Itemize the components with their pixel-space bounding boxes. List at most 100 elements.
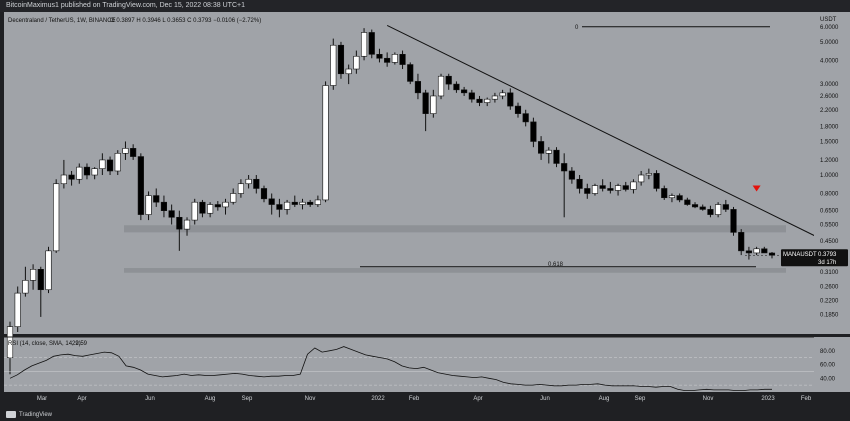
candle-body: [715, 204, 722, 215]
candle-body: [545, 149, 552, 154]
candle: [22, 266, 29, 297]
candle-body: [245, 178, 252, 185]
candle-body: [607, 188, 614, 191]
price-tick-label: 4.0000: [820, 58, 839, 64]
candle-body: [291, 201, 298, 205]
candle-body: [45, 250, 52, 291]
candle: [553, 147, 560, 168]
candle-body: [614, 185, 622, 191]
price-tick-label: 0.3100: [820, 270, 839, 276]
price-tick-label: 0.4500: [820, 239, 839, 245]
price-tick-label: 1.8000: [820, 124, 839, 130]
candle: [753, 246, 760, 256]
rsi-panel[interactable]: [4, 337, 814, 392]
candle-body: [99, 159, 106, 169]
candle: [445, 73, 452, 90]
candle-body: [645, 173, 652, 176]
candle: [291, 195, 298, 207]
rsi-tick-label: 40.00: [820, 376, 836, 382]
rsi-last-value: 29.59: [72, 341, 88, 347]
last-price-value: 0.3793: [818, 252, 837, 258]
candle: [168, 204, 175, 225]
candle: [645, 168, 652, 180]
candle-body: [122, 148, 129, 154]
candle-body: [768, 252, 776, 256]
candle: [538, 136, 545, 160]
candle-body: [584, 188, 591, 194]
candle: [514, 102, 522, 118]
price-tick-label: 0.2600: [820, 284, 839, 290]
price-tick-label: 0.1850: [820, 313, 839, 319]
candle: [268, 193, 275, 215]
candle: [106, 156, 114, 176]
candle-body: [160, 201, 168, 211]
candle-body: [60, 174, 67, 185]
candle: [638, 170, 645, 186]
candle: [83, 163, 91, 180]
candle-body: [276, 204, 283, 210]
candle-body: [653, 173, 660, 189]
ohlc-readout: O 0.3897 H 0.3946 L 0.3653 C 0.3793 −0.0…: [110, 18, 261, 24]
price-panel[interactable]: [4, 12, 814, 334]
candle: [245, 175, 252, 189]
candle-body: [37, 269, 44, 291]
support-bands: [124, 225, 786, 273]
candle-body: [368, 32, 375, 55]
candle: [768, 251, 776, 259]
candle-body: [476, 98, 483, 103]
candle: [376, 48, 383, 63]
candle: [668, 193, 676, 203]
candle-body: [399, 54, 406, 65]
price-axis-unit: USDT: [820, 17, 837, 23]
price-tick-label: 1.5000: [820, 139, 839, 145]
candle: [599, 179, 606, 192]
candle: [468, 89, 475, 103]
candle: [738, 229, 745, 256]
last-price-badge: MANAUSDT 0.3793 3d 17h: [781, 249, 848, 267]
last-price-badge-bg: [781, 249, 848, 267]
candle: [207, 202, 214, 218]
candle-body: [553, 149, 560, 164]
candle-body: [76, 166, 83, 180]
candle-body: [453, 83, 460, 91]
candle-body: [761, 248, 768, 254]
candle-body: [360, 32, 368, 57]
candle: [707, 205, 714, 218]
candle-body: [468, 92, 475, 100]
candle-body: [437, 75, 445, 97]
candle-body: [253, 178, 260, 189]
candle-body: [414, 81, 422, 94]
candle: [260, 185, 268, 203]
candle-body: [337, 44, 345, 75]
candle-body: [345, 68, 352, 75]
candle: [307, 199, 314, 207]
candle-body: [91, 168, 98, 176]
candle-body: [168, 210, 175, 218]
rsi-line: [9, 346, 772, 392]
candle-body: [237, 183, 244, 194]
candle: [137, 153, 144, 221]
candle-body: [83, 166, 91, 176]
fib-0-label: 0: [575, 25, 579, 31]
candle-body: [422, 92, 429, 114]
candle: [622, 181, 629, 192]
candle-body: [484, 98, 491, 103]
candle: [422, 89, 429, 132]
candle: [314, 195, 321, 207]
candle-body: [145, 195, 152, 215]
rsi-title: RSI (14, close, SMA, 14, 2): [8, 341, 81, 347]
publish-bar: BitcoinMaximus1 published on TradingView…: [0, 0, 850, 12]
candle: [60, 159, 67, 189]
candle: [214, 201, 221, 211]
candle: [68, 170, 75, 186]
candle-body: [299, 201, 306, 205]
candle-body: [691, 204, 699, 208]
fib-0618-label: 0.618: [548, 262, 564, 268]
overlays: [360, 24, 819, 268]
candle: [114, 150, 121, 176]
candle-body: [430, 95, 437, 114]
candle: [491, 92, 498, 103]
candle-body: [268, 198, 275, 205]
price-axis: 6.0000 5.0000 4.0000 3.0000 2.6000 2.2000 1.80…: [814, 12, 850, 334]
